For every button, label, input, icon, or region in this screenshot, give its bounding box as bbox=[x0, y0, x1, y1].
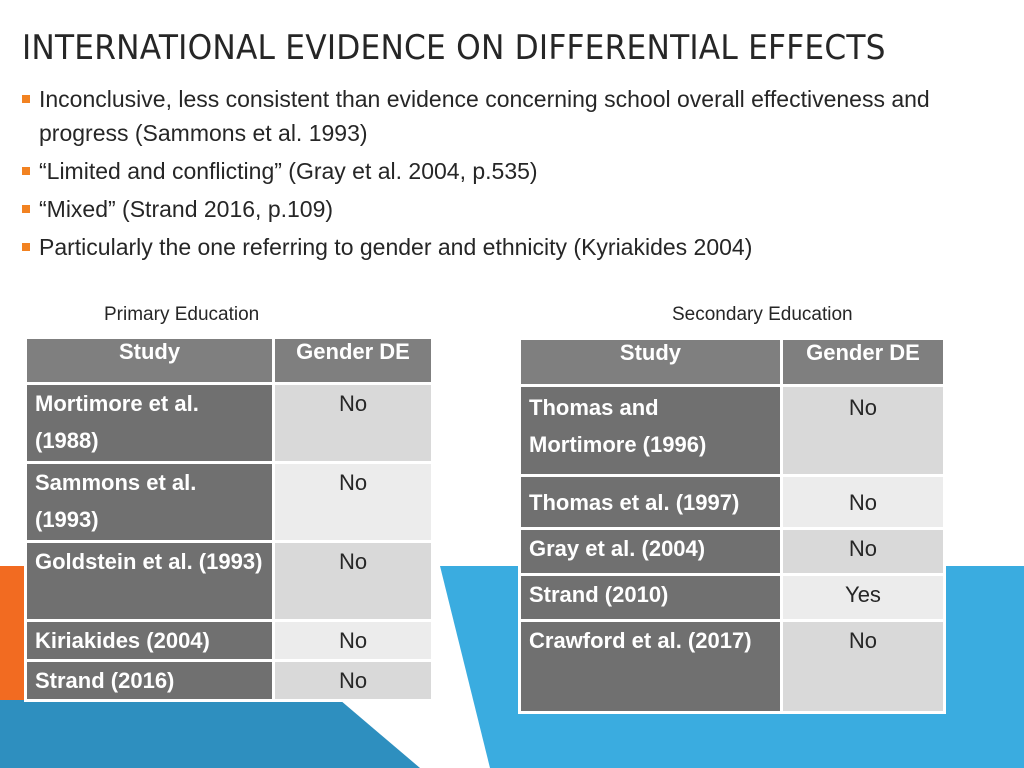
column-header-gender-de: Gender DE bbox=[779, 337, 947, 387]
value-cell: Yes bbox=[779, 573, 947, 622]
study-cell: Strand (2010) bbox=[518, 573, 783, 622]
slide-title: INTERNATIONAL EVIDENCE ON DIFFERENTIAL E… bbox=[22, 28, 886, 68]
value-cell: No bbox=[272, 619, 434, 662]
secondary-table-label: Secondary Education bbox=[672, 304, 853, 325]
dark-blue-shape bbox=[0, 700, 420, 768]
table-row: Mortimore et al. (1988) No bbox=[23, 382, 434, 464]
study-cell: Goldstein et al. (1993) bbox=[23, 540, 276, 622]
bullet-item: “Limited and conflicting” (Gray et al. 2… bbox=[22, 154, 1002, 188]
table-row: Gray et al. (2004) No bbox=[518, 527, 947, 576]
study-cell: Mortimore et al. (1988) bbox=[23, 382, 276, 464]
value-cell: No bbox=[779, 527, 947, 576]
table-row: Strand (2010) Yes bbox=[518, 573, 947, 622]
value-cell: No bbox=[779, 474, 947, 530]
bullet-square-icon bbox=[22, 243, 30, 251]
study-cell: Kiriakides (2004) bbox=[23, 619, 276, 662]
value-cell: No bbox=[272, 540, 434, 622]
bullet-item: Inconclusive, less consistent than evide… bbox=[22, 82, 1002, 150]
table-row: Goldstein et al. (1993) No bbox=[23, 540, 434, 622]
value-cell: No bbox=[272, 461, 434, 543]
table-row: Thomas and Mortimore (1996) No bbox=[518, 384, 947, 477]
secondary-table: Study Gender DE Thomas and Mortimore (19… bbox=[518, 337, 947, 714]
table-row: Crawford et al. (2017) No bbox=[518, 619, 947, 714]
table-row: Sammons et al. (1993) No bbox=[23, 461, 434, 543]
study-cell: Thomas and Mortimore (1996) bbox=[518, 384, 783, 477]
table-row: Strand (2016) No bbox=[23, 659, 434, 702]
table-row: Kiriakides (2004) No bbox=[23, 619, 434, 662]
bullet-square-icon bbox=[22, 205, 30, 213]
column-header-study: Study bbox=[518, 337, 783, 387]
study-cell: Strand (2016) bbox=[23, 659, 276, 702]
bullet-list: Inconclusive, less consistent than evide… bbox=[22, 82, 1002, 268]
study-cell: Crawford et al. (2017) bbox=[518, 619, 783, 714]
value-cell: No bbox=[272, 382, 434, 464]
value-cell: No bbox=[779, 384, 947, 477]
primary-table-label: Primary Education bbox=[104, 304, 260, 325]
column-header-gender-de: Gender DE bbox=[272, 336, 434, 385]
table-header-row: Study Gender DE bbox=[518, 337, 947, 387]
value-cell: No bbox=[779, 619, 947, 714]
column-header-study: Study bbox=[23, 336, 276, 385]
table-header-row: Study Gender DE bbox=[23, 336, 434, 385]
value-cell: No bbox=[272, 659, 434, 702]
primary-table: Study Gender DE Mortimore et al. (1988) … bbox=[23, 336, 434, 702]
bullet-item: Particularly the one referring to gender… bbox=[22, 230, 1002, 264]
bullet-square-icon bbox=[22, 95, 30, 103]
study-cell: Sammons et al. (1993) bbox=[23, 461, 276, 543]
study-cell: Gray et al. (2004) bbox=[518, 527, 783, 576]
bullet-item: “Mixed” (Strand 2016, p.109) bbox=[22, 192, 1002, 226]
study-cell: Thomas et al. (1997) bbox=[518, 474, 783, 530]
bullet-square-icon bbox=[22, 167, 30, 175]
table-row: Thomas et al. (1997) No bbox=[518, 474, 947, 530]
